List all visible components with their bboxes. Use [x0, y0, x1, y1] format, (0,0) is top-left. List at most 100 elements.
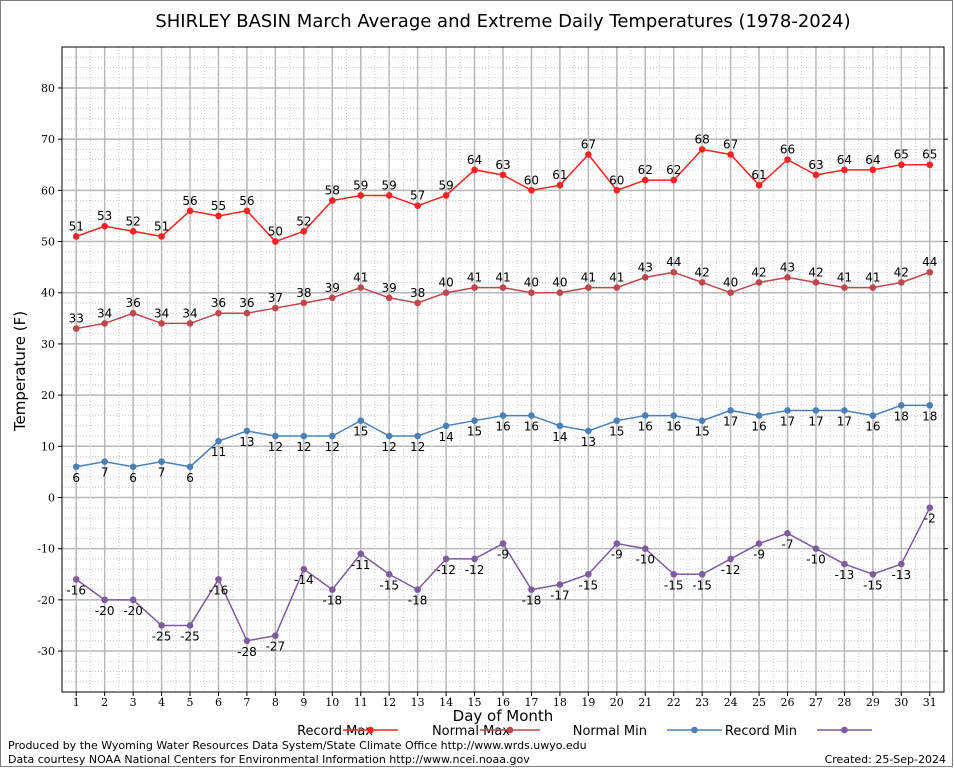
- data-label: -16: [209, 583, 229, 597]
- data-label: -10: [806, 553, 826, 567]
- data-label: 58: [325, 184, 340, 198]
- data-point: [129, 463, 137, 471]
- data-label: 64: [837, 153, 852, 167]
- data-label: 34: [97, 306, 112, 320]
- data-point: [585, 284, 592, 291]
- x-tick-label: 8: [272, 696, 279, 709]
- data-label: -18: [408, 594, 428, 608]
- data-point: [357, 417, 365, 424]
- legend: Record Max Normal Max Normal Min Record Min: [297, 724, 872, 739]
- data-point: [727, 407, 734, 414]
- data-point: [528, 187, 535, 194]
- data-label: -18: [522, 594, 542, 608]
- data-label: 7: [101, 466, 109, 480]
- data-label: 17: [723, 414, 738, 428]
- x-tick-label: 18: [553, 696, 567, 709]
- data-label: 41: [495, 271, 510, 285]
- data-label: -12: [721, 563, 741, 577]
- data-label: -18: [322, 594, 342, 608]
- data-point: [471, 417, 478, 424]
- x-tick-label: 5: [187, 696, 194, 709]
- data-label: 62: [638, 163, 653, 177]
- data-point: [528, 289, 535, 297]
- y-tick-label: -10: [37, 543, 55, 556]
- data-point: [613, 284, 621, 291]
- legend-marker: [691, 726, 698, 734]
- data-label: 63: [808, 158, 823, 172]
- data-label: -25: [180, 629, 200, 643]
- y-axis-label: Temperature (F): [11, 311, 29, 432]
- legend-label: Normal Max: [432, 724, 510, 739]
- y-tick-label: 40: [41, 287, 55, 300]
- data-label: 64: [865, 153, 880, 167]
- data-point: [869, 412, 877, 419]
- data-label: -14: [294, 573, 314, 587]
- data-point: [414, 299, 421, 307]
- data-point: [129, 309, 137, 317]
- data-point: [784, 530, 791, 537]
- data-point: [670, 268, 678, 276]
- chart-title: SHIRLEY BASIN March Average and Extreme …: [155, 11, 850, 32]
- data-point: [812, 171, 820, 179]
- x-tick-label: 25: [752, 696, 766, 709]
- data-label: 34: [182, 306, 197, 320]
- data-label: 61: [552, 168, 567, 182]
- data-label: 13: [239, 435, 254, 449]
- data-label: 6: [186, 471, 194, 485]
- data-point: [698, 146, 706, 153]
- data-label: 34: [154, 306, 169, 320]
- data-point: [215, 309, 222, 317]
- x-tick-label: 27: [809, 696, 823, 709]
- data-point: [186, 320, 194, 327]
- data-point: [357, 192, 365, 199]
- data-point: [926, 504, 934, 512]
- data-point: [471, 166, 478, 174]
- data-label: 43: [780, 260, 795, 274]
- data-label: 13: [581, 435, 596, 449]
- data-point: [272, 304, 279, 312]
- data-label: -20: [95, 604, 115, 618]
- data-label: 52: [296, 214, 311, 228]
- data-point: [158, 320, 165, 327]
- data-label: 43: [638, 260, 653, 274]
- legend-label: Record Min: [725, 724, 797, 739]
- data-label: -15: [664, 578, 684, 592]
- x-tick-label: 21: [638, 696, 652, 709]
- data-label: 36: [125, 296, 140, 310]
- data-point: [698, 279, 706, 286]
- x-tick-label: 7: [243, 696, 250, 709]
- data-label: 17: [780, 414, 795, 428]
- data-label: 17: [808, 414, 823, 428]
- data-point: [186, 463, 194, 471]
- data-point: [841, 560, 848, 568]
- x-axis-label: Day of Month: [453, 707, 554, 725]
- data-point: [613, 187, 621, 194]
- data-point: [641, 176, 649, 184]
- footer-credit-line1: Produced by the Wyoming Water Resources …: [8, 739, 587, 752]
- data-label: 18: [894, 409, 909, 423]
- legend-marker: [841, 726, 848, 734]
- data-label: 53: [97, 209, 112, 223]
- data-label: -12: [465, 563, 485, 577]
- data-point: [442, 289, 450, 297]
- data-point: [670, 176, 678, 184]
- data-point: [869, 166, 877, 174]
- data-label: 15: [695, 425, 710, 439]
- y-tick-label: 60: [41, 184, 55, 197]
- data-point: [101, 222, 108, 230]
- data-label: 41: [581, 271, 596, 285]
- x-tick-label: 1: [73, 696, 80, 709]
- data-point: [755, 279, 763, 286]
- data-point: [926, 402, 934, 409]
- data-point: [101, 320, 108, 327]
- data-label: 15: [467, 425, 482, 439]
- data-label: 52: [125, 214, 140, 228]
- data-point: [670, 412, 678, 419]
- data-label: 61: [751, 168, 766, 182]
- data-label: 66: [780, 143, 795, 157]
- y-tick-label: 30: [41, 338, 55, 351]
- x-tick-label: 19: [581, 696, 595, 709]
- data-label: 42: [894, 265, 909, 279]
- data-point: [328, 432, 336, 440]
- data-point: [129, 227, 137, 235]
